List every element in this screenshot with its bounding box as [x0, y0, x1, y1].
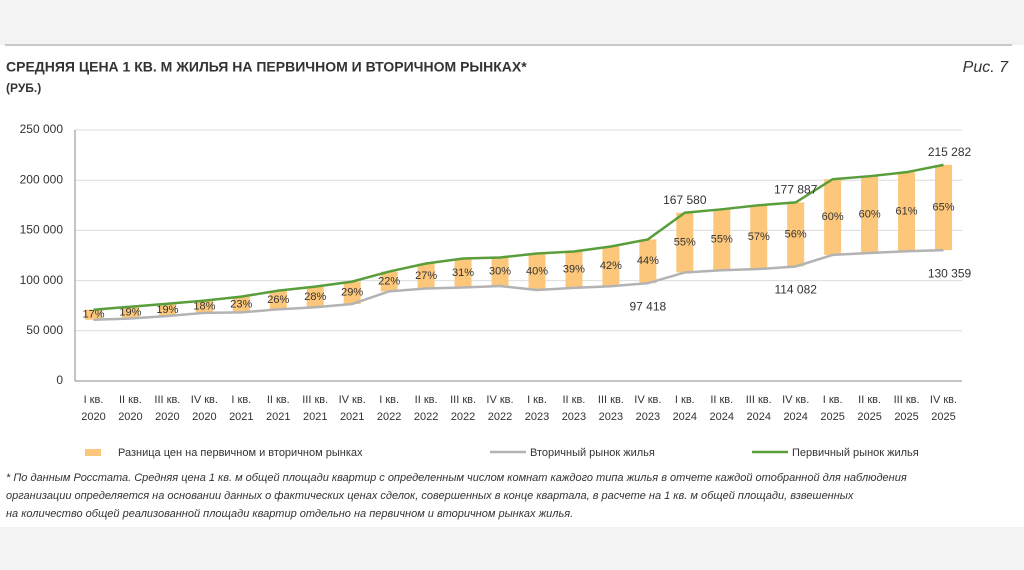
x-tick-label: IV кв. 2023	[634, 394, 661, 423]
x-tick-label: II кв. 2023	[562, 394, 586, 423]
y-tick-label: 100 000	[20, 273, 64, 287]
difference-bar	[158, 303, 176, 317]
x-tick-label: II кв. 2020	[118, 394, 142, 423]
difference-bar	[787, 202, 805, 267]
difference-label: 26%	[267, 294, 289, 306]
line-1	[93, 248, 944, 322]
difference-bar	[380, 271, 398, 292]
difference-label: 65%	[933, 201, 955, 213]
difference-bar	[602, 246, 620, 287]
chart-title: СРЕДНЯЯ ЦЕНА 1 КВ. М ЖИЛЬЯ НА ПЕРВИЧНОМ …	[6, 59, 527, 75]
y-tick-label: 0	[56, 373, 63, 387]
difference-label: 18%	[193, 301, 215, 313]
footnote: организации определяется на основании да…	[6, 490, 854, 502]
difference-label: 19%	[119, 307, 141, 319]
x-tick-label: I кв. 2023	[525, 394, 549, 423]
x-tick-label: I кв. 2024	[673, 394, 697, 423]
y-tick-label: 50 000	[26, 323, 63, 337]
difference-bar	[306, 286, 324, 308]
point-label: 130 359	[928, 266, 972, 280]
card	[0, 45, 1024, 527]
difference-bar	[417, 263, 435, 289]
difference-bar	[713, 209, 731, 271]
x-tick-label: III кв. 2020	[154, 394, 180, 423]
difference-bar	[639, 239, 657, 284]
difference-label: 60%	[859, 208, 881, 220]
difference-label: 55%	[711, 234, 733, 246]
x-tick-label: I кв. 2025	[820, 394, 844, 423]
difference-label: 55%	[674, 237, 696, 249]
point-label: 177 887	[774, 183, 818, 197]
x-tick-label: II кв. 2024	[710, 394, 734, 423]
difference-bar	[343, 281, 361, 304]
point-label: 114 082	[774, 283, 817, 297]
difference-bar	[898, 172, 916, 252]
y-tick-label: 200 000	[20, 172, 64, 186]
difference-label: 40%	[526, 266, 548, 278]
difference-label: 22%	[378, 275, 400, 287]
point-label: 215 282	[928, 145, 972, 159]
difference-bar	[565, 251, 583, 288]
x-tick-label: IV кв. 2020	[191, 394, 218, 423]
footnote: на количество общей реализованной площад…	[6, 508, 573, 520]
x-tick-label: II кв. 2025	[857, 394, 881, 423]
difference-bar	[861, 176, 879, 253]
x-tick-label: I кв. 2021	[229, 394, 253, 423]
legend-label: Разница цен на первичном и вторичном рын…	[118, 447, 363, 459]
difference-label: 61%	[896, 206, 918, 218]
difference-label: 57%	[748, 231, 770, 243]
line-2	[93, 163, 944, 311]
difference-bar	[824, 179, 842, 255]
difference-bar	[232, 296, 250, 313]
difference-bar	[121, 306, 139, 319]
difference-label: 27%	[415, 270, 437, 282]
x-tick-label: III кв. 2023	[598, 394, 624, 423]
y-tick-label: 250 000	[20, 122, 64, 136]
difference-bar	[528, 253, 546, 290]
difference-bar	[195, 300, 213, 313]
x-tick-label: IV кв. 2025	[930, 394, 957, 423]
x-tick-label: I кв. 2020	[81, 394, 105, 423]
difference-bar	[491, 257, 509, 287]
difference-label: 29%	[341, 287, 363, 299]
x-tick-label: I кв. 2022	[377, 394, 401, 423]
x-tick-label: IV кв. 2022	[486, 394, 513, 423]
legend-label: Первичный рынок жилья	[792, 447, 919, 459]
x-tick-label: IV кв. 2024	[782, 394, 809, 423]
difference-label: 42%	[600, 260, 622, 272]
point-label: 167 580	[663, 193, 707, 207]
chart-subtitle: (РУБ.)	[6, 81, 41, 95]
footnote: * По данным Росстата. Средняя цена 1 кв.…	[6, 472, 907, 484]
difference-bar	[935, 164, 953, 251]
difference-label: 31%	[452, 267, 474, 279]
difference-label: 23%	[230, 298, 252, 310]
legend-label: Вторичный рынок жилья	[530, 447, 655, 459]
x-tick-label: II кв. 2021	[266, 394, 290, 423]
difference-bar	[269, 290, 287, 310]
difference-bar	[454, 258, 472, 288]
figure-label: Рис. 7	[963, 59, 1009, 76]
x-tick-label: III кв. 2022	[450, 394, 476, 423]
y-tick-label: 150 000	[20, 223, 64, 237]
difference-label: 60%	[822, 211, 844, 223]
x-tick-label: III кв. 2021	[302, 394, 328, 423]
difference-label: 17%	[82, 309, 104, 321]
difference-label: 30%	[489, 266, 511, 278]
x-tick-label: III кв. 2024	[746, 394, 772, 423]
difference-label: 19%	[156, 304, 178, 316]
legend-swatch	[85, 449, 101, 456]
point-label: 97 418	[630, 299, 667, 313]
x-tick-label: IV кв. 2021	[339, 394, 366, 423]
difference-bar	[84, 309, 102, 320]
difference-label: 28%	[304, 291, 326, 303]
difference-bar	[676, 212, 694, 273]
difference-bar	[750, 205, 768, 270]
x-tick-label: II кв. 2022	[414, 394, 438, 423]
difference-label: 56%	[785, 228, 807, 240]
x-tick-label: III кв. 2025	[894, 394, 920, 423]
difference-label: 44%	[637, 255, 659, 267]
difference-label: 39%	[563, 264, 585, 276]
